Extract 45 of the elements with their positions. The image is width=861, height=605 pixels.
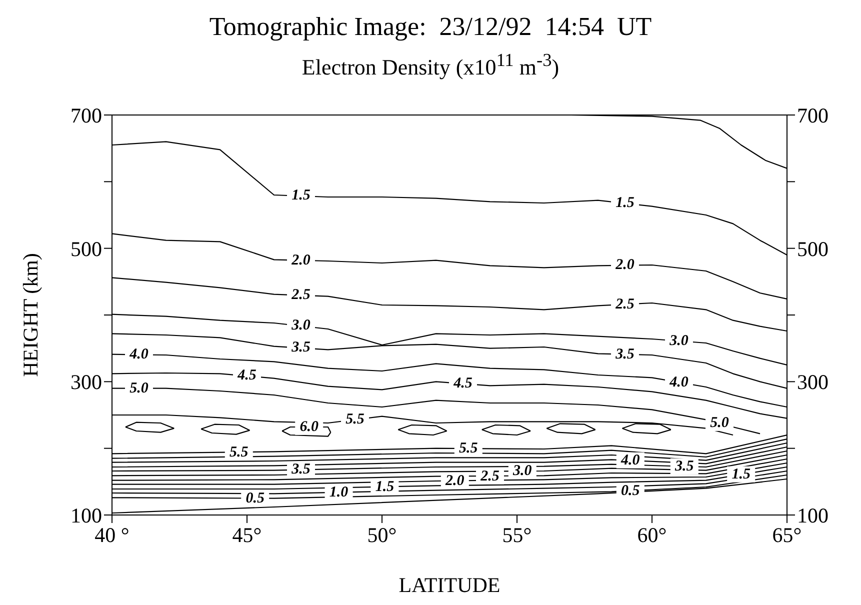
annotation: 2.0 xyxy=(290,252,311,268)
x-axis-title: LATITUDE xyxy=(398,573,500,597)
annotation: 3.0 xyxy=(290,318,311,334)
y2-tick-label: 700 xyxy=(797,103,828,128)
annotation: 1.5 xyxy=(292,188,311,204)
y2-tick-label: 300 xyxy=(797,370,828,394)
x-tick-label: 45° xyxy=(232,522,262,547)
x-tick-label: 50° xyxy=(367,522,397,547)
annotation: 2.5 xyxy=(614,296,635,312)
y-tick-label: 500 xyxy=(70,236,102,261)
y-axis-title: HEIGHT (km) xyxy=(18,253,42,377)
annotation: 0.5 xyxy=(246,490,265,506)
annotation: 5.0 xyxy=(710,415,730,431)
y2-tick-label: 500 xyxy=(797,236,828,261)
chart-subtitle: Electron Density (x10$^{11}$ m$^{-3}$) xyxy=(300,49,560,82)
annotation: 3.0 xyxy=(512,463,532,479)
annotation: 2.5 xyxy=(480,468,500,484)
annotation: 1.5 xyxy=(616,195,635,211)
annotation: 3.5 xyxy=(614,346,635,362)
annotation: 2.0 xyxy=(444,473,465,489)
annotation: 1.5 xyxy=(375,479,395,495)
annotation: 4.0 xyxy=(668,374,689,390)
annotation: 2.0 xyxy=(614,257,635,273)
annotation: 5.5 xyxy=(459,440,478,456)
annotation: 1.0 xyxy=(329,484,349,500)
x-tick-label: 55° xyxy=(502,522,532,547)
annotation: 3.0 xyxy=(668,333,689,349)
annotation: 1.5 xyxy=(732,466,751,482)
annotation: 4.5 xyxy=(236,368,257,384)
annotation: 3.5 xyxy=(290,340,311,356)
chart-title: Tomographic Image: 23/12/92 14:54 UT xyxy=(208,11,653,43)
x-tick-label: 60° xyxy=(637,522,667,547)
annotation: 4.0 xyxy=(620,452,640,468)
annotation: 3.5 xyxy=(674,458,694,474)
annotation: 6.0 xyxy=(300,419,319,435)
annotation: 4.0 xyxy=(128,346,149,362)
annotation: 2.5 xyxy=(290,287,311,303)
annotation: 5.5 xyxy=(230,444,249,460)
annotation: 4.5 xyxy=(452,376,473,392)
y-tick-label: 700 xyxy=(70,103,102,128)
annotation: 3.5 xyxy=(290,462,311,478)
annotation: 5.0 xyxy=(130,380,149,396)
annotation: 5.5 xyxy=(346,412,365,428)
y-tick-label: 300 xyxy=(70,370,102,394)
annotation: 0.5 xyxy=(621,483,640,499)
